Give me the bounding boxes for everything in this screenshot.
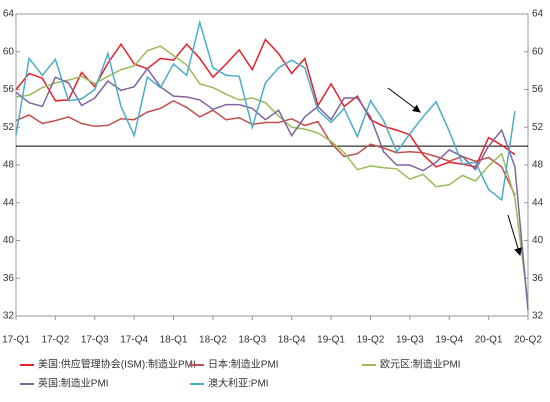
y2-tick-label: 32 [532,311,544,322]
series-line [15,67,529,311]
plot-frame [15,13,529,317]
x-tick-label: 19-Q3 [396,335,424,346]
x-tick-label: 19-Q4 [435,335,463,346]
y2-tick-label: 48 [532,160,544,171]
y2-tick-label: 44 [532,197,544,208]
y-tick-label: 56 [3,84,15,95]
x-tick-label: 20-Q2 [514,335,542,346]
y2-tick-label: 60 [532,46,544,57]
series-line [15,99,516,196]
x-tick-label: 18-Q3 [238,335,266,346]
y2-tick-label: 36 [532,273,544,284]
legend-label: 英国:制造业PMI [38,377,109,390]
y-tick-label: 64 [3,9,15,20]
arrow [507,214,522,256]
x-tick-label: 18-Q1 [160,335,188,346]
y-tick-label: 44 [3,197,15,208]
y2-tick-label: 56 [532,84,544,95]
x-tick-label: 17-Q2 [41,335,69,346]
x-tick-label: 17-Q1 [2,335,30,346]
legend-label: 欧元区:制造业PMI [380,358,461,371]
y2-tick-label: 40 [532,235,544,246]
x-tick-label: 17-Q4 [120,335,148,346]
legend-label: 日本:制造业PMI [208,358,279,371]
y2-tick-label: 64 [532,9,544,20]
series-line [15,45,529,303]
x-tick-label: 18-Q2 [199,335,227,346]
y-tick-label: 40 [3,235,15,246]
x-tick-label: 18-Q4 [278,335,306,346]
legend-label: 澳大利亚:PMI [208,377,269,390]
y-tick-label: 48 [3,160,15,171]
y-tick-label: 52 [3,122,15,133]
x-tick-label: 17-Q3 [81,335,109,346]
y-tick-label: 32 [3,311,15,322]
y-tick-label: 36 [3,273,15,284]
arrow [387,87,421,113]
x-tick-label: 20-Q1 [475,335,503,346]
series-line [15,19,516,202]
x-tick-label: 19-Q2 [357,335,385,346]
x-tick-label: 19-Q1 [317,335,345,346]
y-tick-label: 60 [3,46,15,57]
y2-tick-label: 52 [532,122,544,133]
legend-label: 美国:供应管理协会(ISM):制造业PMI [38,358,196,371]
